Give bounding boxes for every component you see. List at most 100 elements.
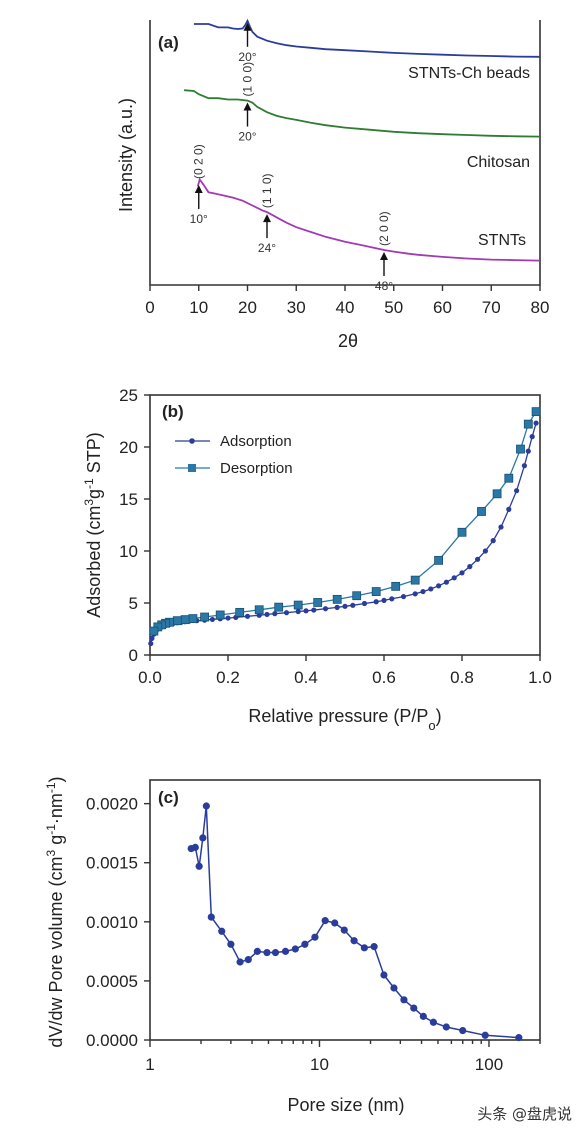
panel-b-series: [148, 407, 541, 647]
panel-b-ytick-label: 15: [119, 490, 138, 509]
desorption-point: [457, 527, 467, 537]
panel-b-xtick-label: 0.6: [372, 668, 396, 687]
pore-size-point: [400, 996, 408, 1004]
pore-size-point: [253, 947, 261, 955]
peak-angle-label: 20°: [238, 130, 256, 144]
pore-size-point: [340, 926, 348, 934]
panel-c-ytick-label: 0.0020: [86, 795, 138, 814]
panel-b-ytick-label: 20: [119, 438, 138, 457]
panel-a-xtick-label: 80: [531, 298, 550, 317]
adsorption-point: [506, 506, 512, 512]
pore-size-point: [515, 1034, 523, 1042]
desorption-point: [477, 507, 486, 516]
pore-size-point: [419, 1012, 427, 1020]
desorption-point: [188, 614, 198, 623]
adsorption-point: [149, 635, 155, 641]
panel-b-ytick-label: 5: [129, 594, 138, 613]
adsorption-point: [209, 616, 215, 623]
peak-arrow-head: [243, 22, 252, 31]
panel-b-ylabel: Adsorbed (cm3g-1 STP): [82, 432, 104, 617]
panel-a-series-label: Chitosan: [467, 154, 530, 171]
adsorption-point: [521, 463, 528, 469]
adsorption-point: [420, 588, 426, 595]
desorption-point: [200, 612, 210, 622]
pore-size-point: [271, 948, 280, 957]
pore-size-point: [227, 940, 235, 948]
legend-circle-marker: [189, 438, 195, 444]
legend-label: Adsorption: [220, 433, 292, 450]
pore-size-point: [202, 802, 210, 810]
adsorption-point: [459, 570, 465, 576]
panel-a-xtick-label: 70: [482, 298, 501, 317]
pore-size-point: [218, 927, 226, 935]
panel-c-ylabel: dV/dw Pore volume (cm3 g-1·nm-1): [44, 776, 66, 1047]
panel-c-axes: 1 10 100 0.0000 0.0005 0.0010 0.0015 0.0020: [86, 779, 541, 1074]
peak-arrow-head: [263, 214, 271, 223]
desorption-point: [434, 555, 444, 565]
adsorption-point: [498, 524, 504, 530]
desorption-point: [371, 587, 381, 596]
peak-hkl-label: (1 1 0): [260, 173, 274, 208]
panel-b-axes: 0.0 0.2 0.4 0.6 0.8 1.0 0 5 10 15 20 25: [119, 386, 552, 687]
panel-a-xtick-label: 20: [238, 298, 257, 317]
panel-a-series-label: STNTs-Ch beads: [408, 65, 530, 82]
legend-label: Desorption: [220, 460, 293, 477]
peak-angle-label: 20°: [238, 50, 256, 64]
pore-size-point: [195, 862, 203, 870]
pore-size-point: [301, 940, 309, 948]
pore-size-point: [291, 945, 299, 953]
panel-c-xtick-label: 100: [475, 1055, 503, 1074]
peak-hkl-label: (1 0 0): [241, 62, 255, 97]
desorption-point: [523, 419, 533, 429]
panel-c-ytick-label: 0.0000: [86, 1031, 138, 1050]
panel-c-frame: [149, 779, 541, 1041]
panel-a-xtick-label: 40: [336, 298, 355, 317]
panel-a-annotations: 20°20°(1 0 0)10°(0 2 0)24°(1 1 0)48°(2 0…: [190, 22, 393, 293]
pore-size-point: [244, 956, 252, 964]
panel-c-pore-size-chart: (c) Pore size (nm) dV/dw Pore volume (cm…: [44, 776, 541, 1115]
panel-a-label: (a): [158, 33, 179, 52]
panel-b-ytick-label: 0: [129, 646, 138, 665]
pore-size-point: [350, 937, 358, 945]
desorption-point: [235, 607, 245, 617]
adsorption-point: [303, 608, 309, 614]
adsorption-point: [350, 602, 356, 608]
panel-b-ytick-label: 25: [119, 386, 138, 405]
panel-b-series-line: [153, 411, 537, 632]
adsorption-point: [225, 615, 231, 621]
adsorption-point: [148, 640, 154, 647]
pore-size-point: [390, 984, 398, 992]
panel-b-xtick-label: 1.0: [528, 668, 552, 687]
desorption-point: [313, 598, 323, 607]
adsorption-point: [272, 611, 278, 617]
panel-a-series-line: [184, 89, 541, 138]
panel-b-series-line: [150, 422, 537, 644]
panel-b-label: (b): [162, 402, 184, 421]
adsorption-point: [264, 611, 270, 618]
adsorption-point: [361, 600, 368, 607]
panel-b-xtick-label: 0.8: [450, 668, 474, 687]
desorption-point: [504, 473, 514, 483]
desorption-point: [492, 489, 502, 499]
panel-c-ytick-label: 0.0015: [86, 854, 138, 873]
desorption-point: [332, 594, 342, 604]
peak-angle-label: 24°: [258, 241, 276, 255]
desorption-point: [274, 602, 284, 612]
pore-size-point: [199, 834, 207, 842]
panel-a-xtick-label: 30: [287, 298, 306, 317]
adsorption-point: [443, 579, 449, 585]
panel-b-xlabel: Relative pressure (P/Po): [248, 706, 441, 733]
pore-size-point: [263, 948, 271, 957]
adsorption-point: [467, 564, 473, 570]
pore-size-point: [236, 958, 244, 966]
peak-angle-label: 48°: [375, 279, 393, 293]
panel-c-label: (c): [158, 788, 179, 807]
adsorption-point: [533, 420, 539, 426]
adsorption-point: [514, 488, 520, 494]
pore-size-point: [191, 843, 199, 851]
panel-c-xtick-label: 1: [145, 1055, 154, 1074]
pore-size-point: [311, 933, 319, 941]
adsorption-point: [381, 597, 387, 604]
peak-angle-label: 10°: [190, 212, 208, 226]
